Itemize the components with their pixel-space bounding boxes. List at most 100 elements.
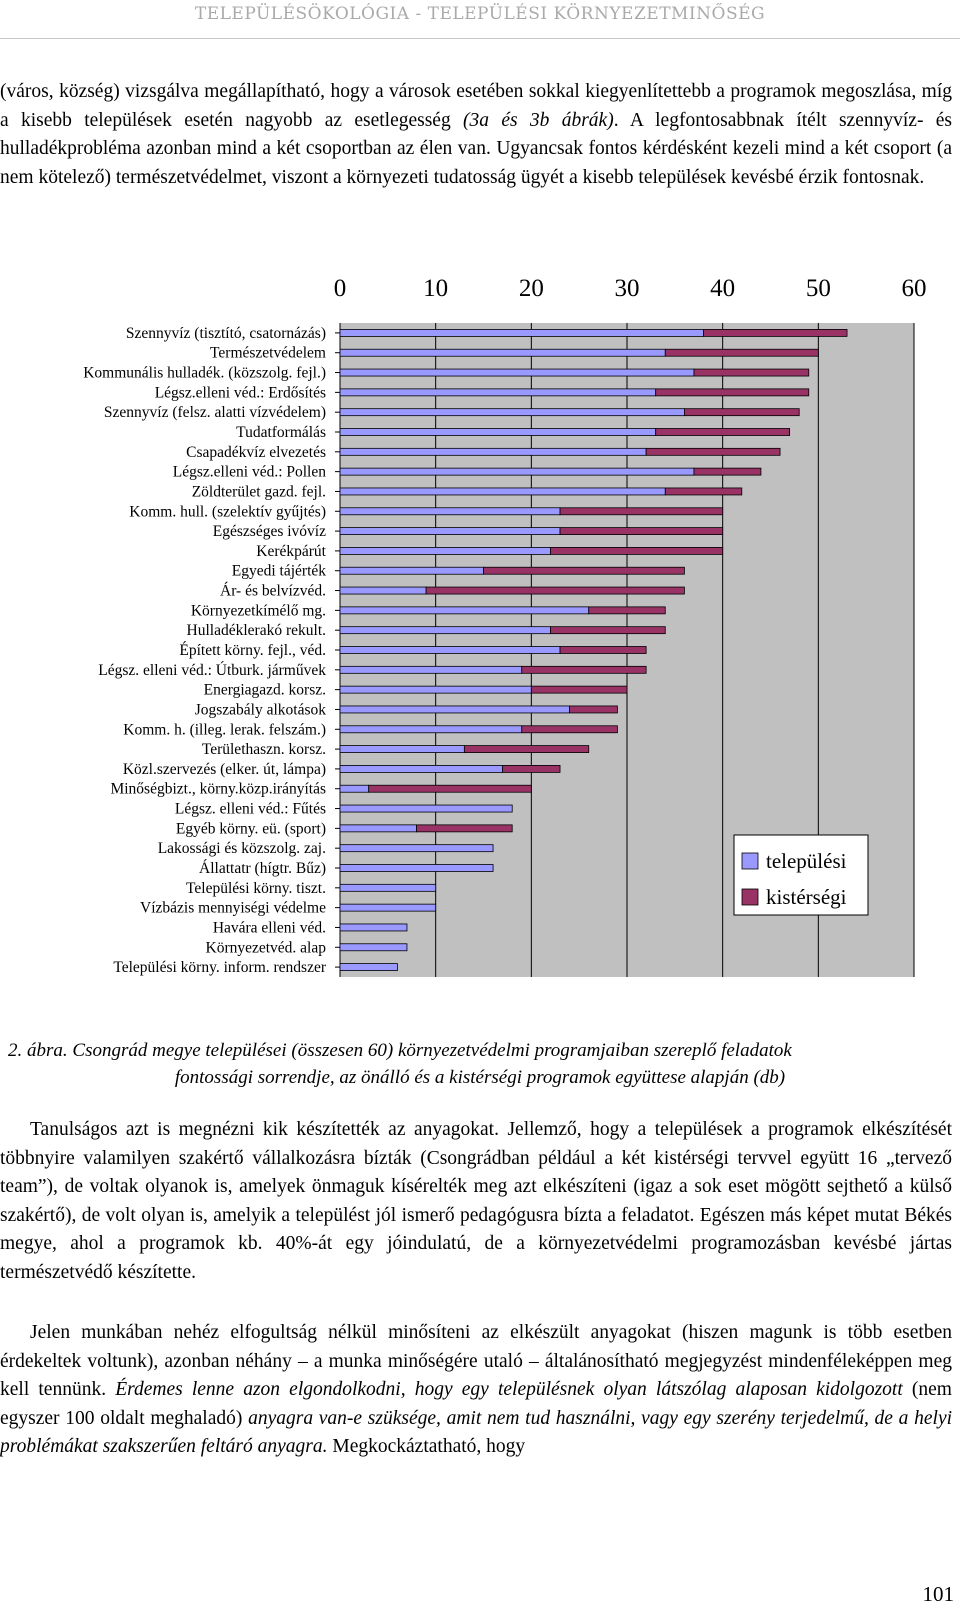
caption-line-2: fontossági sorrendje, az önálló és a kis… [174,1067,786,1088]
category-label: Közl.szervezés (elker. út, lámpa) [123,761,326,778]
category-label: Csapadékvíz elvezetés [186,444,326,461]
bar-telepulesi [339,527,561,535]
bar-telepulesi [339,646,561,654]
category-label: Lakossági és közszolg. zaj. [158,840,326,857]
bar-kistersegi [655,388,810,397]
category-label: Havára elleni véd. [213,919,326,936]
x-tick-label: 50 [806,275,831,302]
quality-text-5: Megkockáztatható, hogy [327,1436,526,1457]
bar-kistersegi [569,705,618,714]
bar-telepulesi [339,705,571,714]
figure-caption: 2. ábra. Csongrád megye települései (öss… [0,1037,960,1091]
bar-telepulesi [339,447,647,456]
bar-telepulesi [339,844,494,853]
bar-telepulesi [339,943,408,952]
body-paragraph-authors: Tanulságos azt is megnézni kik készített… [0,1119,952,1283]
header-divider [0,38,960,39]
category-label: Légsz. elleni véd.: Útburk. járművek [98,662,326,679]
intro-paragraph: (város, község) vizsgálva megállapítható… [0,78,952,192]
legend-label: települési [766,849,847,873]
bar-kistersegi [684,408,800,417]
bar-telepulesi [339,685,532,694]
bar-kistersegi [693,368,810,377]
legend-label: kistérségi [766,885,847,909]
bar-telepulesi [339,586,427,595]
category-label: Komm. hull. (szelektív gyűjtés) [129,503,326,520]
category-label: Területhaszn. korsz. [202,741,326,758]
bar-telepulesi [339,765,504,773]
category-label: Kerékpárút [256,543,326,560]
bar-telepulesi [339,388,657,397]
category-label: Szennyvíz (tisztító, csatornázás) [126,325,326,342]
bar-kistersegi [559,527,724,535]
category-label: Egyedi tájérték [232,563,326,580]
x-tick-label: 30 [615,275,640,302]
category-label: Egyéb körny. eü. (sport) [176,820,326,837]
bar-telepulesi [339,487,666,496]
x-tick-label: 10 [423,275,448,302]
x-tick-label: 40 [710,275,735,302]
quality-text-3: (nem egyszer 100 oldalt meghaladó) [0,1379,952,1429]
bar-telepulesi [339,547,551,555]
category-label: Települési körny. inform. rendszer [113,959,327,976]
category-label: Állattatr (hígtr. Bűz) [199,860,326,877]
quality-text-2: Érdemes lenne azon elgondolkodni, hogy e… [115,1379,903,1400]
x-tick-label: 20 [519,275,544,302]
quality-text-4: anyagra van-e szüksége, amit nem tud has… [0,1407,953,1458]
x-tick-label: 60 [902,275,927,302]
bar-telepulesi [339,368,695,377]
bar-telepulesi [339,408,685,417]
bar-kistersegi [416,824,513,833]
bar-telepulesi [339,507,561,516]
category-label: Légsz.elleni véd.: Pollen [173,464,326,481]
bar-kistersegi [664,487,743,496]
bar-telepulesi [339,566,484,575]
stacked-bar-chart: 0 10 20 30 40 50 60 Szennyvíz (tisztító, csator… [83,275,927,977]
intro-text-1: (város, község) vizsgálva megállapítható… [0,81,952,131]
quality-text-1: Jelen munkában nehéz elfogultság nélkül … [0,1322,952,1400]
category-label: Természetvédelem [210,345,326,362]
bar-telepulesi [339,329,704,337]
category-label: Jogszabály alkotások [195,701,327,718]
bar-kistersegi [368,784,532,793]
bar-kistersegi [530,685,628,694]
category-label: Települési körny. tiszt. [186,880,326,897]
category-label: Egészséges ivóvíz [213,523,326,540]
category-label: Szennyvíz (felsz. alatti vízvédelem) [104,404,326,421]
bar-kistersegi [425,586,685,595]
bar-telepulesi [339,963,398,971]
bar-telepulesi [339,923,408,932]
body-paragraph-quality: Jelen munkában nehéz elfogultság nélkül … [0,1319,952,1462]
bar-kistersegi [502,765,561,773]
bar-kistersegi [588,606,666,615]
bar-telepulesi [339,745,465,753]
page-number: 101 [922,1582,955,1606]
bar-kistersegi [521,665,647,674]
bar-kistersegi [559,646,647,654]
bar-telepulesi [339,725,523,734]
legend-swatch [741,852,759,870]
caption-line-1: 2. ábra. Csongrád megye települései (öss… [8,1040,792,1061]
bar-kistersegi [521,725,618,734]
category-label: Tudatformálás [236,424,326,441]
bar-kistersegi [483,566,685,575]
bar-telepulesi [339,804,513,813]
category-label: Környezetvéd. alap [206,939,327,956]
category-label: Környezetkímélő mg. [191,602,326,619]
bar-kistersegi [655,428,791,436]
bar-kistersegi [693,467,762,476]
category-label: Épített körny. fejl., véd. [179,642,326,659]
category-label: Vízbázis mennyiségi védelme [140,900,326,917]
bar-kistersegi [463,745,590,753]
bar-telepulesi [339,824,417,833]
category-label: Hulladéklerakó rekult. [187,622,326,639]
bar-telepulesi [339,428,657,436]
running-header: TELEPÜLÉSÖKOLÓGIA - TELEPÜLÉSI KÖRNYEZET… [194,4,766,24]
x-tick-label: 0 [334,275,347,302]
category-label: Komm. h. (illeg. lerak. felszám.) [123,721,326,738]
bar-telepulesi [339,883,437,892]
bar-kistersegi [550,626,666,635]
intro-text-2: . A legfontosabbnak ítélt szennyvíz- és … [0,109,952,188]
bar-kistersegi [559,507,724,516]
category-label: Minőségbizt., körny.közp.irányítás [110,781,326,798]
